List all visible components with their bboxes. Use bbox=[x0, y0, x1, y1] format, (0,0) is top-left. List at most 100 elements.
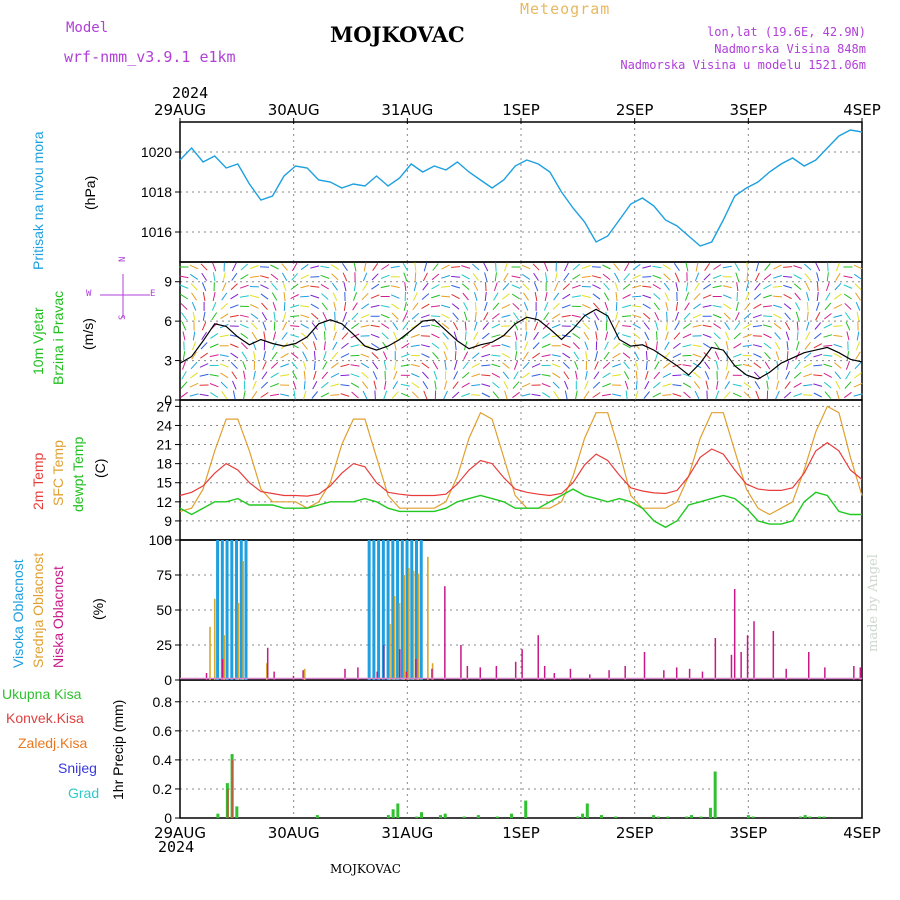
date-label-bottom: 1SEP bbox=[502, 824, 540, 842]
cloud-low-bar bbox=[514, 661, 517, 680]
wind-arrow bbox=[514, 331, 518, 341]
wind-arrow bbox=[776, 370, 779, 380]
wind-arrow bbox=[210, 332, 219, 339]
wind-arrow bbox=[494, 272, 497, 282]
wind-arrow bbox=[441, 322, 450, 330]
wind-arrow bbox=[795, 341, 800, 351]
wind-arrow bbox=[753, 293, 762, 300]
wind-arrow bbox=[673, 332, 681, 340]
wind-arrow bbox=[242, 361, 247, 370]
wind-arrow bbox=[786, 351, 789, 361]
wind-arrow bbox=[333, 321, 336, 331]
wind-arrow bbox=[200, 352, 209, 359]
wind-arrow bbox=[682, 344, 692, 348]
wind-arrow bbox=[484, 272, 488, 282]
wind-arrow bbox=[421, 353, 430, 358]
wind-arrow bbox=[603, 282, 610, 291]
wind-arrow bbox=[491, 323, 501, 329]
wind-arrow bbox=[322, 361, 328, 370]
wind-arrow bbox=[221, 282, 227, 292]
cloud-low-bar bbox=[444, 586, 446, 680]
wind-arrow bbox=[583, 391, 590, 399]
cloud-low-bar bbox=[859, 667, 862, 680]
wind-arrow bbox=[854, 361, 862, 370]
wind-arrow bbox=[212, 291, 216, 302]
cloud-low-bar bbox=[466, 666, 469, 680]
wind-arrow bbox=[672, 353, 682, 359]
wind-arrow bbox=[823, 313, 832, 320]
wind-arrow bbox=[684, 292, 690, 301]
wind-arrow bbox=[442, 341, 449, 350]
panel-border bbox=[179, 399, 863, 541]
wind-arrow bbox=[795, 311, 800, 321]
wind-arrow bbox=[645, 341, 649, 351]
wind-arrow bbox=[622, 315, 632, 318]
wind-arrow bbox=[634, 361, 639, 370]
wind-arrow bbox=[290, 304, 300, 309]
wind-arrow bbox=[805, 282, 811, 291]
wind-arrow bbox=[652, 265, 662, 269]
wind-arrow bbox=[815, 312, 821, 321]
wind-arrow bbox=[693, 371, 701, 379]
cloud-low-bar bbox=[808, 652, 810, 680]
y-tick-label: 0 bbox=[164, 392, 172, 408]
wind-arrow bbox=[584, 380, 589, 390]
wind-arrow bbox=[313, 351, 316, 361]
wind-arrow bbox=[250, 265, 259, 269]
wind-arrow bbox=[785, 371, 791, 380]
wind-arrow bbox=[815, 301, 820, 311]
wind-speed-line bbox=[179, 308, 863, 380]
cloud-low-bar bbox=[553, 673, 556, 680]
legend-snow: Snijeg bbox=[58, 760, 97, 776]
wind-arrow bbox=[612, 352, 621, 359]
wind-arrow bbox=[481, 374, 491, 377]
cloud-mid-bar bbox=[408, 568, 410, 680]
cloud-high-bar bbox=[419, 540, 423, 680]
wind-arrow bbox=[491, 372, 501, 378]
wind-arrow bbox=[414, 272, 417, 282]
wind-arrow bbox=[856, 311, 860, 321]
wind-arrow bbox=[585, 351, 588, 361]
year-top: 2024 bbox=[172, 84, 209, 102]
wind-arrow bbox=[645, 351, 648, 361]
wind-arrow bbox=[604, 301, 609, 311]
precip-total-bar bbox=[315, 815, 319, 818]
wind-arrow bbox=[845, 361, 850, 370]
cloud-low-bar bbox=[643, 652, 646, 680]
wind-arrow bbox=[803, 352, 812, 359]
wind-arrow bbox=[592, 293, 601, 300]
wind-arrow bbox=[422, 381, 429, 390]
cloud-mid-bar bbox=[223, 635, 226, 680]
wind-arrow bbox=[250, 322, 258, 330]
wind-arrow bbox=[201, 282, 207, 292]
cloud-low-bar bbox=[663, 670, 665, 680]
wind-arrow bbox=[501, 325, 511, 327]
wind-arrow bbox=[310, 294, 320, 299]
wind-arrow bbox=[271, 282, 278, 291]
wind-arrow bbox=[734, 311, 740, 321]
cloud-high-bar bbox=[410, 540, 414, 680]
y-tick-label: 6 bbox=[164, 532, 172, 548]
wind-arrow bbox=[683, 322, 691, 330]
precip-total-bar bbox=[391, 809, 395, 818]
wind-arrow bbox=[453, 360, 458, 370]
wind-arrow bbox=[260, 284, 269, 290]
cloud-low-bar bbox=[479, 667, 482, 680]
wind-arrow bbox=[380, 274, 390, 279]
wind-arrow bbox=[602, 383, 611, 388]
wind-arrow bbox=[632, 332, 641, 340]
wind-arrow bbox=[411, 391, 419, 399]
wind-arrow bbox=[411, 312, 420, 320]
wind-arrow bbox=[321, 371, 329, 380]
wind-arrow bbox=[282, 321, 288, 331]
cloud-high-bar bbox=[239, 540, 243, 680]
wind-arrow bbox=[461, 382, 470, 388]
wind-arrow bbox=[352, 302, 358, 311]
wind-arrow bbox=[584, 341, 589, 351]
wind-arrow bbox=[452, 321, 459, 331]
wind-arrow bbox=[553, 391, 560, 399]
wind-arrow bbox=[451, 391, 460, 399]
wind-arrow bbox=[533, 282, 539, 292]
wind-arrow bbox=[563, 262, 569, 272]
wind-arrow bbox=[230, 352, 239, 359]
